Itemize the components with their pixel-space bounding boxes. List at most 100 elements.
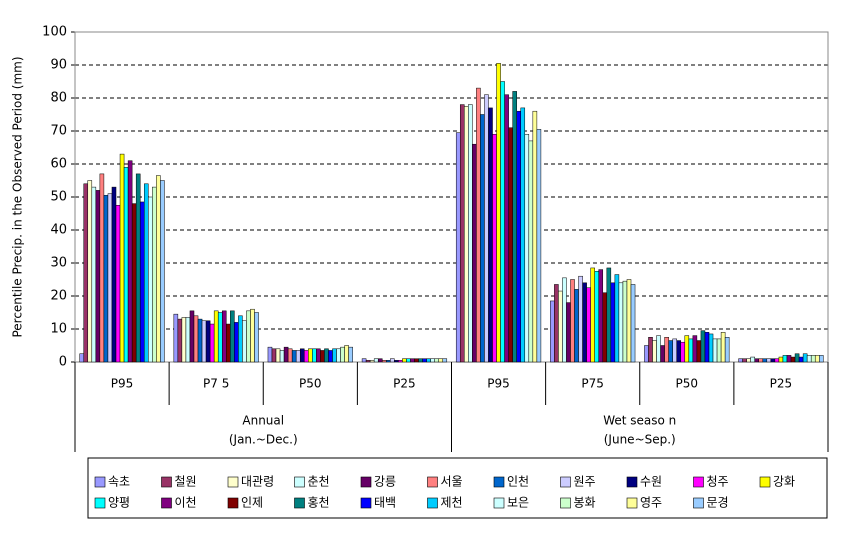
legend-swatch [693,497,704,509]
x-tick-label: P50 [676,377,699,391]
bar [390,358,395,363]
bar [312,348,317,363]
bar [95,190,101,363]
bar [430,358,435,363]
bar [554,284,559,363]
bar [459,104,465,363]
bar [806,355,812,363]
bar [181,317,187,363]
legend-label: 보은 [507,496,529,510]
bar [382,360,387,363]
x-tick-label: P25 [770,377,793,391]
legend-label: 문경 [707,496,729,510]
bar [209,323,215,363]
legend-label: 제천 [441,495,463,510]
bar [802,353,808,363]
bar [562,277,567,363]
bar [610,282,616,363]
bar [536,129,542,363]
legend-swatch [493,497,505,509]
bar [492,134,497,363]
y-tick-label: 40 [50,223,67,238]
legend-swatch [227,497,239,509]
bar [127,160,133,363]
bar [279,350,285,363]
bar [676,340,682,363]
bar [377,358,383,363]
legend-swatch [161,476,172,488]
bar [606,267,612,363]
legend-swatch [161,497,172,509]
legend-label: 철원 [175,475,197,489]
bar [386,360,391,363]
bar [107,193,113,363]
bar [586,287,591,363]
bar [594,271,599,363]
bar [574,289,579,363]
bar [373,358,379,363]
bar [402,358,407,363]
bar [746,358,751,363]
bar [394,360,399,363]
bar [340,346,345,363]
bar [644,345,649,363]
bar [148,196,153,363]
legend-swatch [94,476,106,488]
bar [87,180,93,363]
bar [578,275,583,363]
bar [786,355,792,363]
bar [790,356,796,363]
bar [762,358,768,363]
bar [422,358,427,363]
legend-swatch [427,476,438,488]
bar [496,63,501,363]
legend-label: 영주 [640,496,662,510]
legend-swatch [360,497,372,509]
bar [455,132,461,363]
bar [99,173,105,363]
legend-swatch [493,476,505,488]
legend-label: 이천 [175,495,197,510]
legend-label: 인제 [241,496,263,510]
bar [442,358,448,363]
bar [524,134,530,363]
bar [201,320,207,363]
bar [332,348,337,363]
legend-swatch [294,476,305,488]
bar [618,282,624,363]
legend-label: 속초 [108,475,130,489]
bar [254,312,259,363]
bar [291,350,297,363]
bar [308,348,313,363]
bar [230,310,235,363]
y-tick-label: 30 [50,256,67,271]
bar [476,87,481,363]
bar [143,183,149,363]
bar [724,337,730,363]
bar [626,279,632,363]
y-tick-label: 0 [59,355,67,370]
bar [484,94,489,363]
x-tick-label: P25 [393,377,416,391]
y-tick-label: 80 [50,91,67,106]
legend-label: 서울 [441,475,463,489]
y-axis-title: Percentile Precip. in the Observed Perio… [11,56,25,337]
bar [119,153,125,363]
bar [774,358,780,363]
legend-swatch [227,476,239,488]
legend-swatch [360,476,372,488]
bar [410,358,415,363]
bar [414,358,419,363]
bar [221,310,227,363]
bar [271,348,277,363]
bar [520,107,526,363]
bar [348,346,353,363]
bar [704,332,710,363]
legend-label: 봉화 [574,496,596,510]
bar [103,195,109,363]
legend-swatch [693,476,704,488]
bar [672,338,677,363]
bar [217,312,223,363]
group-label: Annual [242,414,284,428]
y-tick-label: 100 [42,25,67,40]
